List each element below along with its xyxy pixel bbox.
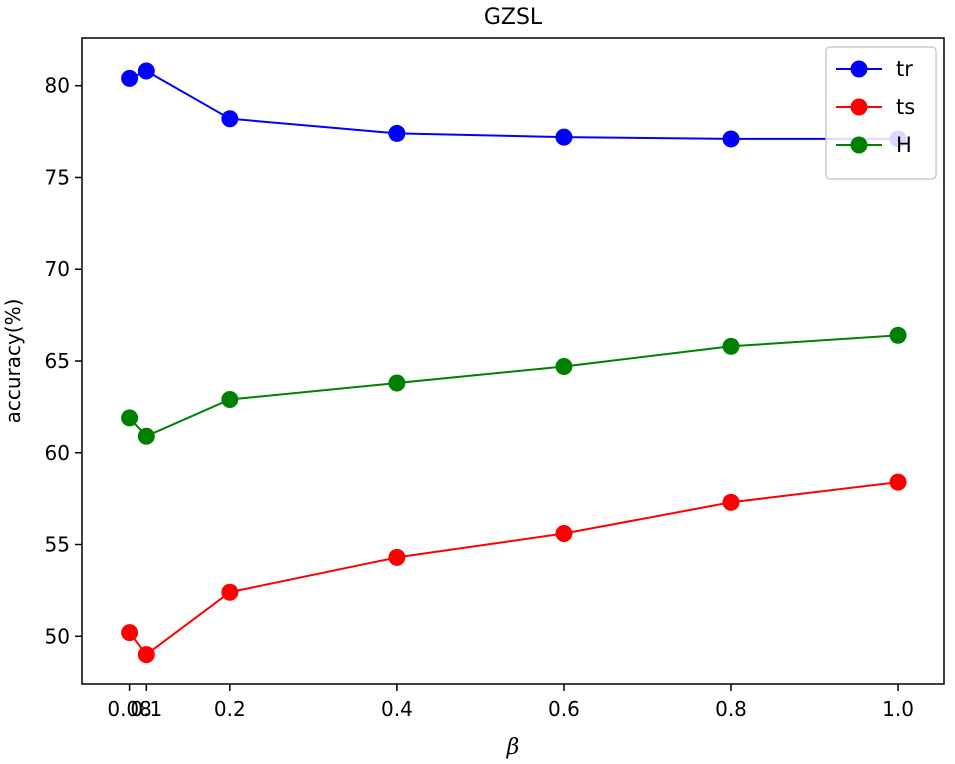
legend-marker-ts	[850, 98, 868, 116]
y-axis-label: accuracy(%)	[1, 299, 25, 424]
axes: 50 55 60 65 70 75 80 0.080.1 0.2 0.4 0.6 0.8 1.0	[45, 74, 914, 721]
data-point-ts	[137, 646, 155, 664]
y-tick-label: 60	[45, 441, 70, 465]
y-tick-label: 65	[45, 349, 70, 373]
series-H	[121, 326, 907, 445]
y-tick-label: 75	[45, 165, 70, 189]
legend: tr ts H	[825, 46, 937, 180]
series-line-ts	[128, 481, 899, 656]
legend-label-ts: ts	[896, 95, 915, 119]
data-point-ts	[121, 624, 139, 642]
data-point-tr	[388, 124, 406, 142]
series-line-tr	[129, 69, 899, 140]
data-point-H	[555, 358, 573, 376]
data-point-ts	[555, 525, 573, 543]
data-point-ts	[889, 473, 907, 491]
legend-box	[825, 46, 937, 180]
legend-label-H: H	[896, 133, 912, 157]
data-point-H	[388, 374, 406, 392]
data-point-tr	[722, 130, 740, 148]
data-point-H	[121, 409, 139, 427]
data-point-tr	[555, 128, 573, 146]
legend-label-tr: tr	[896, 57, 913, 81]
data-point-ts	[722, 493, 740, 511]
data-point-tr	[137, 62, 155, 80]
x-tick-label: 0.08	[107, 697, 152, 721]
y-tick-label: 55	[45, 533, 70, 557]
data-point-ts	[388, 548, 406, 566]
data-point-ts	[221, 583, 239, 601]
y-tick-label: 70	[45, 257, 70, 281]
x-tick-label: 0.6	[548, 697, 580, 721]
x-tick-label: 1.0	[882, 697, 914, 721]
chart-title: GZSL	[484, 5, 543, 30]
y-tick-label: 80	[45, 74, 70, 98]
data-point-tr	[221, 110, 239, 128]
x-tick-label: 0.1	[130, 697, 162, 721]
data-point-H	[221, 391, 239, 409]
data-point-H	[889, 326, 907, 344]
legend-marker-tr	[850, 60, 868, 78]
data-point-H	[137, 427, 155, 445]
series-line-H	[128, 334, 899, 438]
x-tick-label: 0.2	[214, 697, 246, 721]
x-tick-label: 0.4	[381, 697, 413, 721]
legend-marker-H	[850, 136, 868, 154]
plot-frame	[81, 37, 945, 685]
data-point-tr	[121, 69, 139, 87]
series-ts	[121, 473, 907, 664]
plot-area	[121, 62, 907, 664]
x-axis-label: β	[506, 735, 520, 760]
x-tick-label: 0.8	[715, 697, 747, 721]
y-tick-label: 50	[45, 624, 70, 648]
data-point-H	[722, 337, 740, 355]
series-tr	[121, 62, 907, 148]
